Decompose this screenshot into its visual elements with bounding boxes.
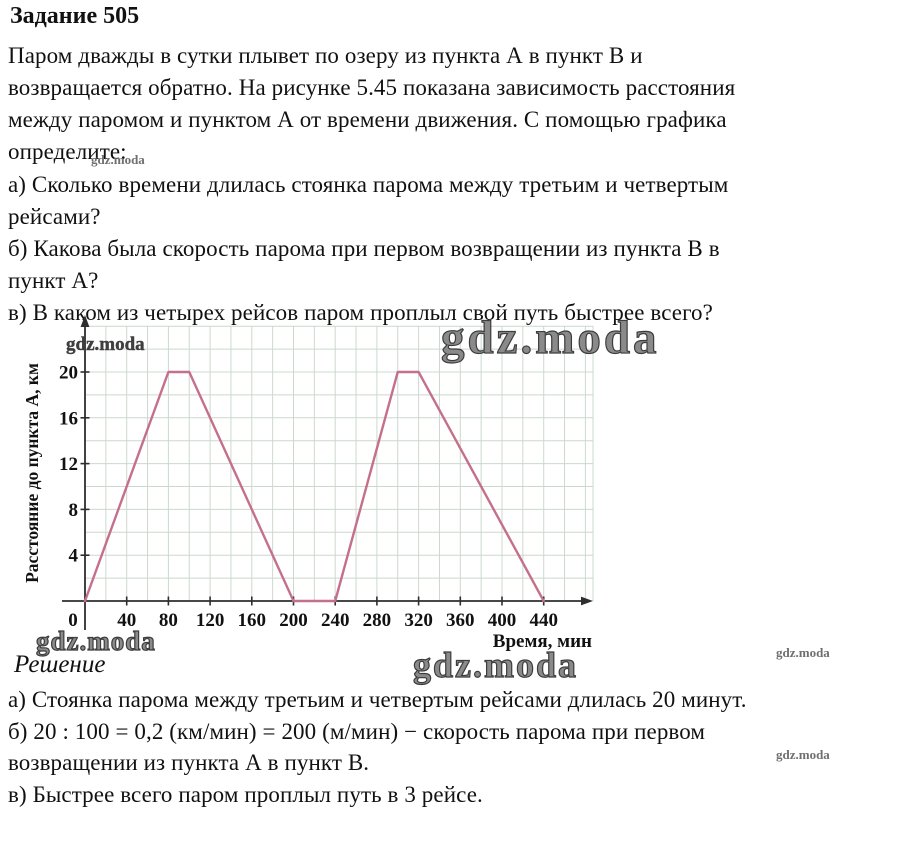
watermark: gdz.moda <box>776 747 830 762</box>
solution-heading: Решение <box>14 651 106 678</box>
svg-text:20: 20 <box>59 363 78 384</box>
problem-text-line: между паромом и пунктом А от времени дви… <box>8 107 727 132</box>
svg-text:Время, мин: Время, мин <box>493 631 592 652</box>
svg-text:0: 0 <box>68 610 78 631</box>
solution-line-a: а) Стоянка парома между третьим и четвер… <box>8 687 747 712</box>
task-title: Задание 505 <box>10 3 140 29</box>
svg-text:40: 40 <box>117 610 136 631</box>
svg-text:400: 400 <box>488 610 517 631</box>
watermark: gdz.moda <box>776 645 830 660</box>
solution-line-b: возвращении из пункта А в пункт В. <box>8 750 370 775</box>
svg-text:4: 4 <box>69 546 79 567</box>
question-a-line: а) Сколько времени длилась стоянка паром… <box>8 172 729 197</box>
question-a-line: рейсами? <box>8 204 101 229</box>
distance-time-chart: 0 40 80 120 160 200 240 280 320 360 400 440 4 8 12 16 20… <box>22 315 594 652</box>
question-b-line: пункт А? <box>8 268 99 293</box>
problem-intro: Паром дважды в сутки плывет по озеру из … <box>8 40 735 168</box>
svg-text:200: 200 <box>279 610 308 631</box>
problem-questions: а) Сколько времени длилась стоянка паром… <box>8 169 728 329</box>
svg-text:Расстояние до пункта А, км: Расстояние до пункта А, км <box>22 363 42 583</box>
svg-text:16: 16 <box>59 408 78 429</box>
problem-text-line: Паром дважды в сутки плывет по озеру из … <box>8 43 643 68</box>
solution-text: а) Стоянка парома между третьим и четвер… <box>8 684 747 810</box>
svg-text:440: 440 <box>529 610 558 631</box>
svg-text:120: 120 <box>196 610 225 631</box>
svg-text:80: 80 <box>159 610 178 631</box>
svg-text:8: 8 <box>69 500 79 521</box>
svg-text:280: 280 <box>363 610 392 631</box>
problem-text-line: определите: <box>8 139 127 164</box>
svg-text:240: 240 <box>321 610 350 631</box>
svg-text:320: 320 <box>404 610 433 631</box>
solution-line-b: б) 20 : 100 = 0,2 (км/мин) = 200 (м/мин)… <box>8 718 706 744</box>
solution-line-v: в) Быстрее всего паром проплыл путь в 3 … <box>8 781 483 807</box>
question-b-line: б) Какова была скорость парома при перво… <box>8 236 720 261</box>
svg-text:360: 360 <box>446 610 475 631</box>
problem-text-line: возвращается обратно. На рисунке 5.45 по… <box>8 75 736 100</box>
svg-text:160: 160 <box>238 610 267 631</box>
question-v-line: в) В каком из четырех рейсов паром пропл… <box>8 300 713 325</box>
svg-text:12: 12 <box>59 454 78 475</box>
